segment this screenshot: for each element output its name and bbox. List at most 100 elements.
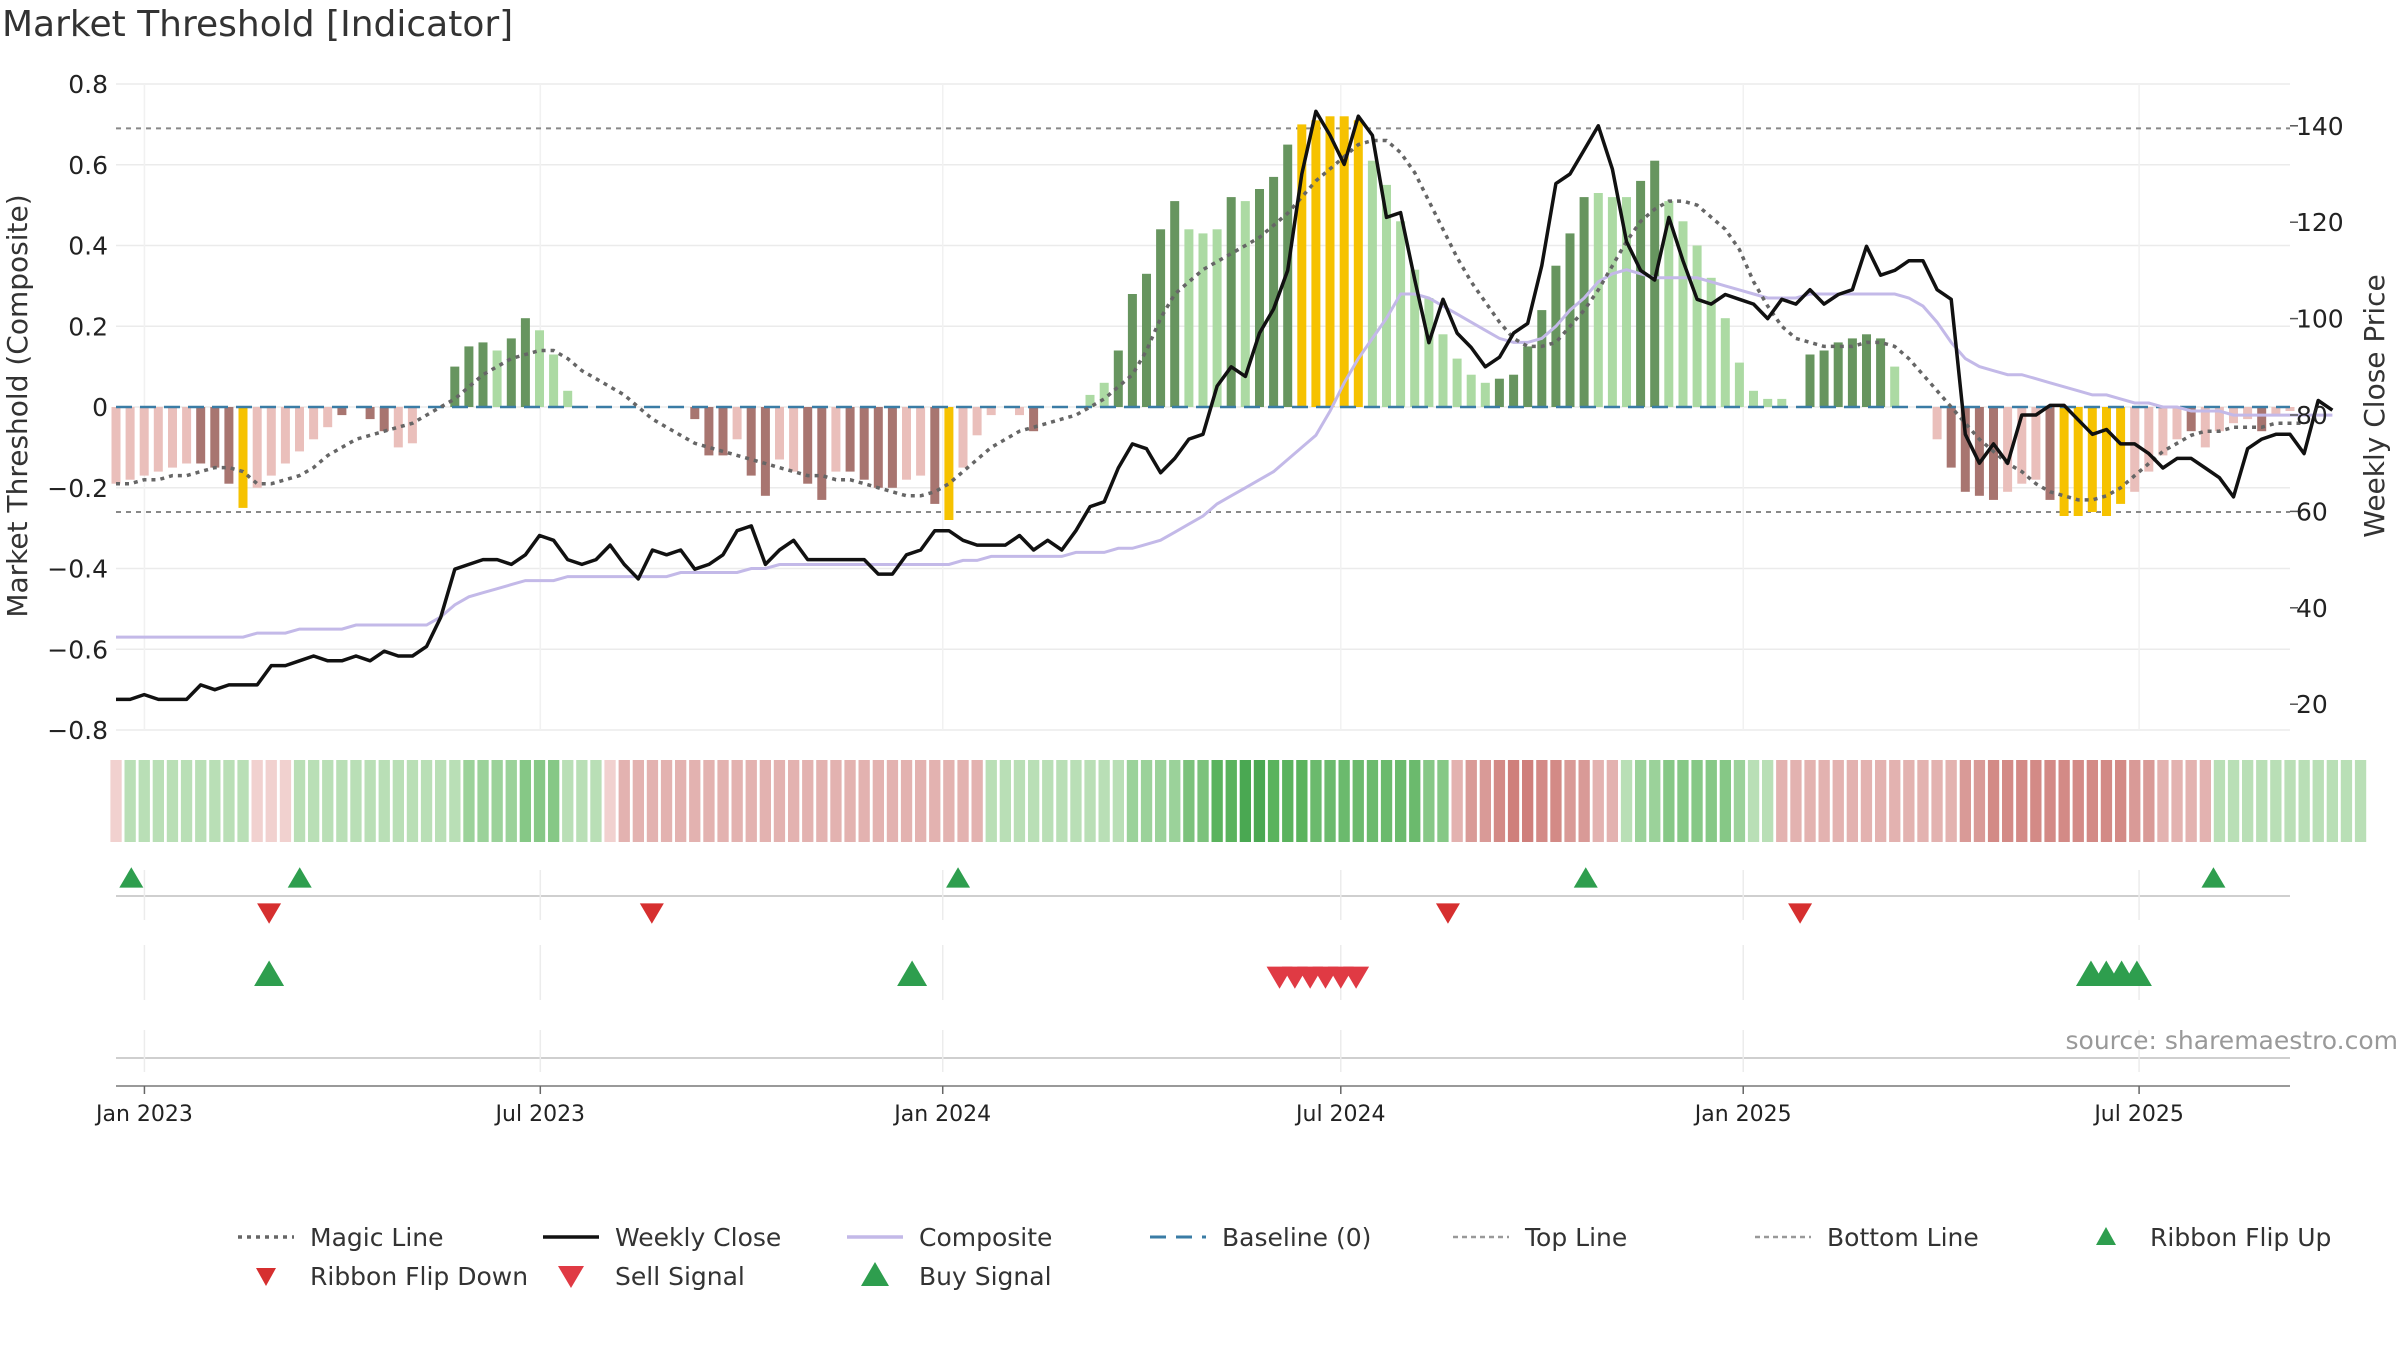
right-axis-title: Weekly Close Price [2358, 274, 2391, 537]
composite-bar [2073, 407, 2083, 516]
ribbon-cell [1762, 760, 1774, 842]
left-tick-label: 0.8 [68, 70, 108, 99]
buy-signal-marker [2121, 960, 2152, 986]
ribbon-cell [632, 760, 644, 842]
legend-item-bottom-line: Bottom Line [1755, 1223, 1979, 1252]
ribbon-cell [1310, 760, 1322, 842]
right-tick-label: 20 [2296, 690, 2328, 719]
composite-bar [1311, 120, 1321, 408]
composite-bar [2130, 407, 2140, 492]
weekly-close-line [116, 109, 2334, 702]
date-tick-label: Jul 2023 [494, 1102, 586, 1127]
composite-bar [295, 407, 304, 452]
composite-bar [2031, 407, 2041, 480]
ribbon-cell [1875, 760, 1887, 842]
ribbon-cell [1112, 760, 1124, 842]
composite-bar [1396, 221, 1406, 407]
composite-bar [986, 407, 996, 416]
ribbon-cell [1889, 760, 1901, 842]
composite-bar [1198, 233, 1208, 407]
composite-bar [1890, 366, 1900, 407]
ribbon-cell [1677, 760, 1689, 842]
composite-bar [1184, 229, 1194, 407]
composite-bar [1099, 382, 1109, 407]
ribbon-cell [1211, 760, 1223, 842]
composite-bar [224, 407, 234, 484]
ribbon-cell [2086, 760, 2098, 842]
legend-item-ribbon-flip-up: Ribbon Flip Up [2096, 1223, 2331, 1252]
ribbon-flip-up-marker [1573, 867, 1598, 888]
composite-bar [1382, 184, 1391, 407]
composite-bar [182, 407, 192, 464]
composite-bar [1113, 350, 1123, 407]
legend-item-top-line: Top Line [1453, 1223, 1627, 1252]
ribbon-cell [957, 760, 969, 842]
composite-bar [1424, 298, 1434, 407]
composite-bar [1819, 350, 1829, 407]
ribbon-cell [2185, 760, 2197, 842]
ribbon-cell [1253, 760, 1266, 842]
chart-title: Market Threshold [Indicator] [2, 4, 514, 45]
ribbon-cell [519, 760, 531, 842]
legend-item-ribbon-flip-down: Ribbon Flip Down [256, 1262, 528, 1291]
left-tick-label: −0.2 [47, 474, 108, 503]
left-tick-label: −0.4 [47, 555, 108, 584]
legend-item-weekly-close: Weekly Close [543, 1223, 781, 1252]
ribbon-cell [1649, 760, 1661, 842]
ribbon-flip-down-marker [639, 903, 664, 924]
composite-bar [1862, 334, 1871, 407]
legend-label: Magic Line [310, 1223, 444, 1252]
left-tick-label: 0.6 [68, 151, 108, 180]
ribbon-cell [660, 760, 673, 842]
ribbon-cell [1959, 760, 1971, 842]
ribbon-cell [1028, 760, 1040, 842]
composite-bar [2285, 407, 2295, 411]
ribbon-cell [336, 760, 348, 842]
legend-swatch [861, 1262, 889, 1286]
composite-bar [1509, 374, 1519, 407]
ribbon-cell [830, 760, 842, 842]
composite-bar [1325, 116, 1335, 408]
ribbon-cell [1352, 760, 1364, 842]
right-tick-label: 40 [2296, 594, 2328, 623]
ribbon-cell [1324, 760, 1336, 842]
ribbon-cell [2326, 760, 2338, 842]
ribbon-cell [703, 760, 715, 842]
ribbon-cell [2227, 760, 2240, 842]
ribbon-cell [872, 760, 884, 842]
ribbon-cell [1338, 760, 1350, 842]
ribbon-cell [1804, 760, 1816, 842]
composite-bar [1636, 180, 1646, 407]
ribbon-cell [1705, 760, 1717, 842]
composite-bar [817, 407, 827, 500]
composite-bar [1410, 269, 1420, 407]
ribbon-cell [1945, 760, 1957, 842]
signal-panels [116, 867, 2290, 1072]
ribbon-cell [505, 760, 517, 842]
composite-bar [2271, 407, 2281, 416]
composite-bar [2186, 407, 2196, 432]
composite-bar [1932, 407, 1942, 440]
ribbon-cell [2100, 760, 2113, 842]
composite-bar [1269, 176, 1279, 407]
date-tick-label: Jul 2024 [1294, 1102, 1386, 1127]
composite-bar [1664, 201, 1674, 407]
composite-bar [1720, 318, 1730, 407]
ribbon-cell [209, 760, 221, 842]
composite-bar [1523, 346, 1533, 407]
ribbon-cell [1776, 760, 1788, 842]
composite-bar [1960, 407, 1970, 492]
composite-bar [972, 407, 982, 436]
ribbon-cell [2157, 760, 2169, 842]
source-credit: source: sharemaestro.com [2066, 1026, 2399, 1055]
composite-bar [1438, 334, 1448, 407]
legend-item-buy-signal: Buy Signal [861, 1262, 1052, 1291]
composite-bar [1142, 273, 1151, 407]
composite-bar [1353, 120, 1363, 408]
composite-bar [1480, 382, 1490, 407]
composite-bar [887, 407, 897, 488]
ribbon-cell [463, 760, 475, 842]
ribbon-cell [1056, 760, 1068, 842]
composite-bar [2200, 407, 2210, 448]
ribbon-cell [1578, 760, 1590, 842]
